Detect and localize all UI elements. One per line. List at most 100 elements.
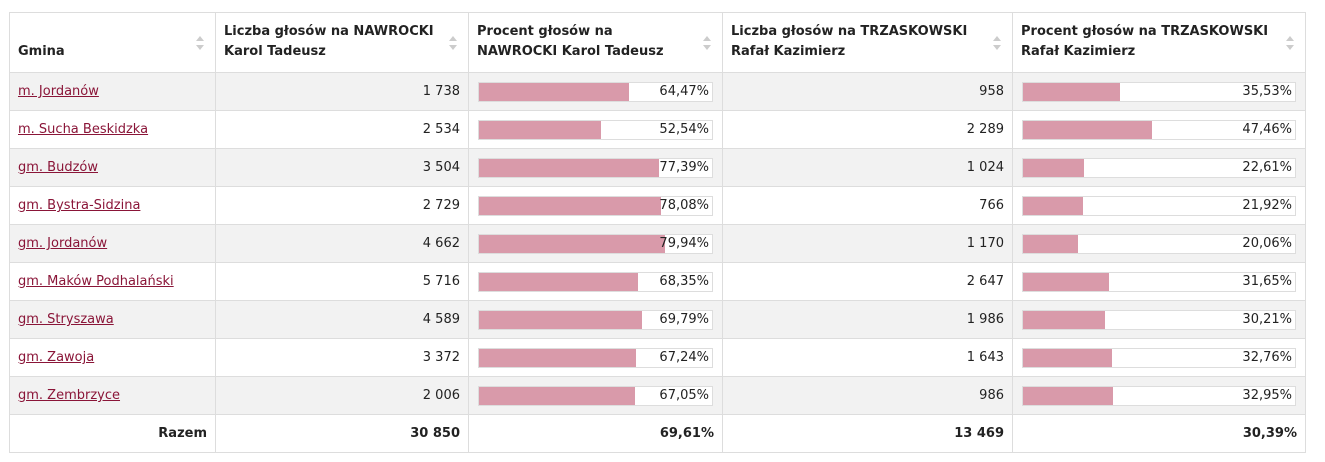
nawrocki-percent-label: 79,94% <box>659 235 709 251</box>
gmina-link[interactable]: gm. Bystra-Sidzina <box>18 198 141 213</box>
nawrocki-percent-bar: 68,35% <box>478 271 713 292</box>
header-trzaskowski-votes[interactable]: Liczba głosów na TRZASKOWSKI Rafał Kazim… <box>722 12 1013 73</box>
table-row: gm. Zawoja 3 372 67,24% 1 643 32,76% <box>9 338 1306 377</box>
trzaskowski-votes-cell: 1 170 <box>722 224 1013 263</box>
nawrocki-votes-cell: 3 372 <box>215 338 469 377</box>
trzaskowski-percent-bar: 22,61% <box>1022 157 1296 178</box>
header-nawrocki-votes[interactable]: Liczba głosów na NAWROCKI Karol Tadeusz <box>215 12 469 73</box>
trzaskowski-percent-label: 20,06% <box>1242 235 1292 251</box>
nawrocki-percent-label: 78,08% <box>659 197 709 213</box>
gmina-link[interactable]: gm. Zawoja <box>18 350 95 365</box>
trzaskowski-percent-bar: 21,92% <box>1022 195 1296 216</box>
table-row: gm. Bystra-Sidzina 2 729 78,08% 766 21,92% <box>9 186 1306 225</box>
trzaskowski-votes-cell: 1 986 <box>722 300 1013 339</box>
gmina-link[interactable]: gm. Maków Podhalański <box>18 274 174 289</box>
totals-label: Razem <box>9 414 216 453</box>
trzaskowski-percent-fill <box>1023 120 1153 139</box>
gmina-cell: gm. Stryszawa <box>9 300 216 339</box>
trzaskowski-percent-fill <box>1023 272 1110 291</box>
nawrocki-percent-cell: 64,47% <box>468 72 723 111</box>
nawrocki-percent-bar: 52,54% <box>478 119 713 140</box>
nawrocki-percent-cell: 77,39% <box>468 148 723 187</box>
nawrocki-votes-cell: 1 738 <box>215 72 469 111</box>
nawrocki-percent-label: 64,47% <box>659 83 709 99</box>
gmina-link[interactable]: gm. Zembrzyce <box>18 388 121 403</box>
sort-arrows-icon <box>993 34 1001 52</box>
trzaskowski-percent-cell: 21,92% <box>1012 186 1306 225</box>
nawrocki-percent-label: 67,24% <box>659 349 709 365</box>
header-label: Procent głosów na NAWROCKI Karol Tadeusz <box>477 24 664 59</box>
gmina-cell: gm. Bystra-Sidzina <box>9 186 216 225</box>
trzaskowski-percent-cell: 31,65% <box>1012 262 1306 301</box>
nawrocki-votes-cell: 4 662 <box>215 224 469 263</box>
totals-trzaskowski-percent: 30,39% <box>1012 414 1306 453</box>
trzaskowski-votes-cell: 1 024 <box>722 148 1013 187</box>
header-row: Gmina Liczba głosów na NAWROCKI Karol Ta… <box>9 12 1306 73</box>
trzaskowski-percent-bar: 32,95% <box>1022 385 1296 406</box>
gmina-link[interactable]: gm. Budzów <box>18 160 98 175</box>
trzaskowski-percent-fill <box>1023 234 1078 253</box>
header-trzaskowski-percent[interactable]: Procent głosów na TRZASKOWSKI Rafał Kazi… <box>1012 12 1306 73</box>
trzaskowski-percent-cell: 32,76% <box>1012 338 1306 377</box>
trzaskowski-percent-bar: 32,76% <box>1022 347 1296 368</box>
trzaskowski-percent-bar: 35,53% <box>1022 81 1296 102</box>
nawrocki-percent-fill <box>479 310 642 329</box>
nawrocki-percent-label: 67,05% <box>659 387 709 403</box>
nawrocki-percent-bar: 77,39% <box>478 157 713 178</box>
gmina-link[interactable]: gm. Stryszawa <box>18 312 114 327</box>
trzaskowski-percent-fill <box>1023 310 1106 329</box>
nawrocki-percent-bar: 67,05% <box>478 385 713 406</box>
trzaskowski-percent-label: 31,65% <box>1242 273 1292 289</box>
totals-trzaskowski-votes: 13 469 <box>722 414 1013 453</box>
trzaskowski-percent-bar: 47,46% <box>1022 119 1296 140</box>
nawrocki-percent-fill <box>479 120 602 139</box>
trzaskowski-percent-label: 30,21% <box>1242 311 1292 327</box>
header-label: Procent głosów na TRZASKOWSKI Rafał Kazi… <box>1021 24 1269 59</box>
nawrocki-percent-label: 77,39% <box>659 159 709 175</box>
header-gmina[interactable]: Gmina <box>9 12 216 73</box>
gmina-cell: gm. Jordanów <box>9 224 216 263</box>
nawrocki-percent-bar: 79,94% <box>478 233 713 254</box>
trzaskowski-votes-cell: 766 <box>722 186 1013 225</box>
trzaskowski-percent-label: 22,61% <box>1242 159 1292 175</box>
trzaskowski-percent-label: 47,46% <box>1242 121 1292 137</box>
trzaskowski-percent-cell: 30,21% <box>1012 300 1306 339</box>
nawrocki-percent-fill <box>479 82 630 101</box>
trzaskowski-percent-label: 21,92% <box>1242 197 1292 213</box>
trzaskowski-percent-bar: 31,65% <box>1022 271 1296 292</box>
sort-arrows-icon <box>449 34 457 52</box>
trzaskowski-percent-fill <box>1023 348 1113 367</box>
trzaskowski-percent-fill <box>1023 158 1085 177</box>
trzaskowski-votes-cell: 2 647 <box>722 262 1013 301</box>
trzaskowski-percent-bar: 20,06% <box>1022 233 1296 254</box>
nawrocki-percent-cell: 68,35% <box>468 262 723 301</box>
results-table-container: Gmina Liczba głosów na NAWROCKI Karol Ta… <box>9 12 1306 453</box>
totals-nawrocki-percent: 69,61% <box>468 414 723 453</box>
header-nawrocki-percent[interactable]: Procent głosów na NAWROCKI Karol Tadeusz <box>468 12 723 73</box>
nawrocki-percent-cell: 69,79% <box>468 300 723 339</box>
totals-nawrocki-votes: 30 850 <box>215 414 469 453</box>
totals-row: Razem 30 850 69,61% 13 469 30,39% <box>9 414 1306 453</box>
trzaskowski-percent-cell: 20,06% <box>1012 224 1306 263</box>
nawrocki-votes-cell: 3 504 <box>215 148 469 187</box>
gmina-link[interactable]: gm. Jordanów <box>18 236 108 251</box>
header-label: Liczba głosów na NAWROCKI Karol Tadeusz <box>224 24 434 59</box>
gmina-cell: gm. Budzów <box>9 148 216 187</box>
trzaskowski-percent-cell: 32,95% <box>1012 376 1306 415</box>
nawrocki-votes-cell: 5 716 <box>215 262 469 301</box>
nawrocki-percent-cell: 67,05% <box>468 376 723 415</box>
table-row: gm. Jordanów 4 662 79,94% 1 170 20,06% <box>9 224 1306 263</box>
nawrocki-percent-cell: 78,08% <box>468 186 723 225</box>
gmina-link[interactable]: m. Sucha Beskidzka <box>18 122 149 137</box>
gmina-link[interactable]: m. Jordanów <box>18 84 99 99</box>
trzaskowski-percent-cell: 47,46% <box>1012 110 1306 149</box>
gmina-cell: gm. Zawoja <box>9 338 216 377</box>
sort-arrows-icon <box>703 34 711 52</box>
nawrocki-percent-fill <box>479 386 636 405</box>
gmina-cell: gm. Maków Podhalański <box>9 262 216 301</box>
nawrocki-percent-cell: 79,94% <box>468 224 723 263</box>
gmina-cell: gm. Zembrzyce <box>9 376 216 415</box>
nawrocki-percent-bar: 64,47% <box>478 81 713 102</box>
nawrocki-percent-bar: 78,08% <box>478 195 713 216</box>
trzaskowski-percent-fill <box>1023 82 1120 101</box>
